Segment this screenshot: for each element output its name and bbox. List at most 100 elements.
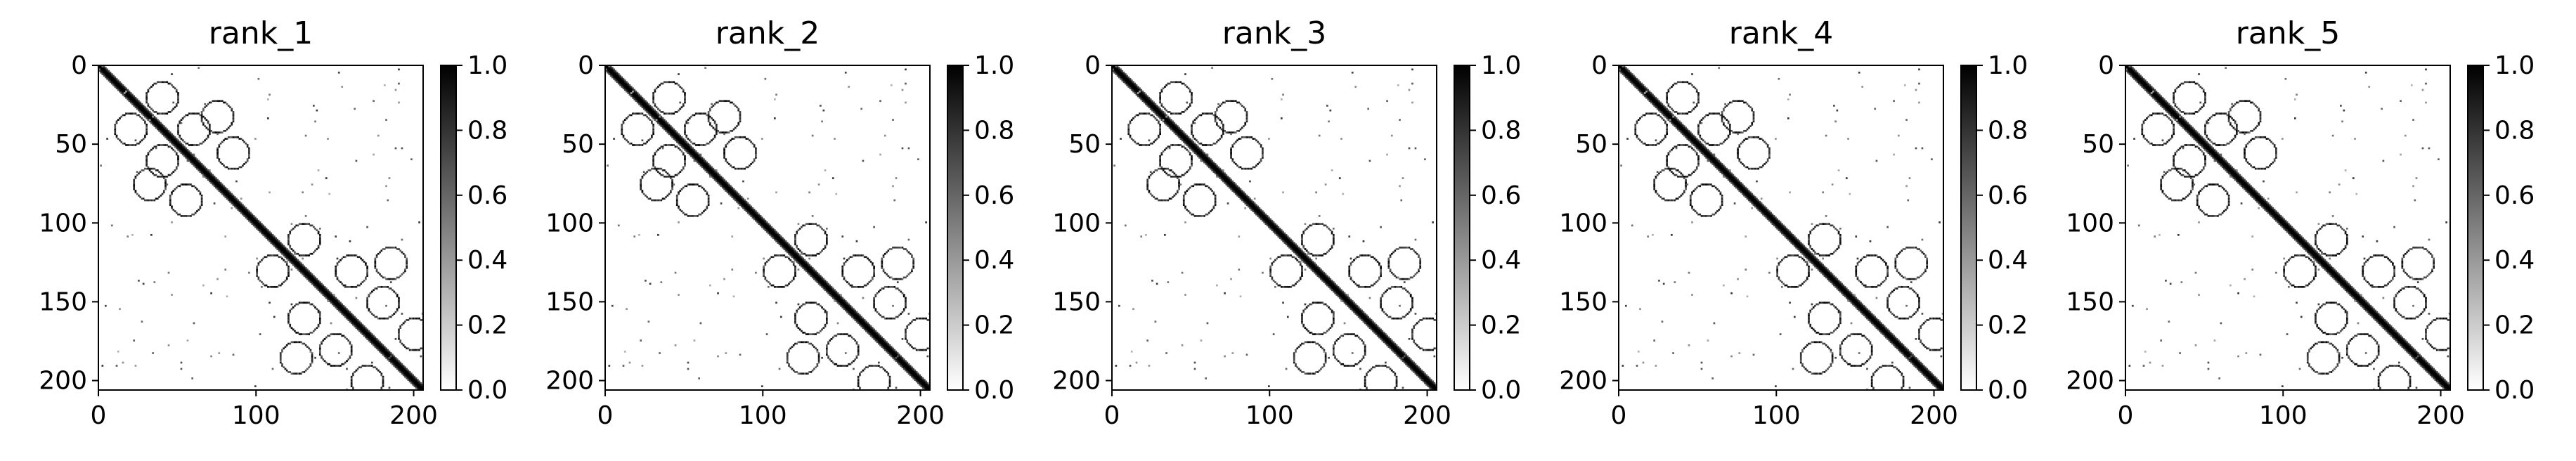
heatmap-cell (652, 199, 654, 202)
heatmap-cell (649, 105, 652, 107)
heatmap-cell (794, 275, 796, 277)
heatmap-cell (761, 216, 763, 219)
heatmap-cell (789, 245, 792, 247)
heatmap-cell (898, 358, 900, 361)
heatmap-cell (358, 366, 361, 369)
heatmap-cell (145, 158, 148, 161)
heatmap-cell (675, 141, 678, 143)
heatmap-cell (101, 68, 104, 71)
heatmap-cell (175, 212, 178, 214)
heatmap-cell (285, 257, 288, 260)
heatmap-cell (370, 337, 373, 340)
heatmap-cell (202, 115, 205, 118)
heatmap-cell (778, 237, 781, 240)
heatmap-cell (784, 248, 787, 250)
heatmap-cell (180, 119, 183, 121)
heatmap-cell (172, 138, 175, 140)
heatmap-cell (765, 229, 768, 231)
heatmap-cell (259, 224, 261, 227)
heatmap-cell (131, 101, 134, 104)
heatmap-cell (763, 223, 765, 225)
heatmap-cell (133, 98, 136, 100)
heatmap-cell (402, 374, 405, 377)
heatmap-cell (214, 100, 217, 103)
heatmap-cell (233, 202, 236, 204)
heatmap-cell (408, 372, 411, 375)
heatmap-cell (393, 356, 396, 359)
heatmap-cell (275, 237, 277, 240)
heatmap-cell (194, 160, 197, 162)
heatmap-cell (652, 115, 654, 118)
heatmap-cell (167, 129, 170, 132)
heatmap-cell (231, 194, 233, 197)
heatmap-cell (860, 319, 863, 321)
heatmap-cell (363, 332, 365, 334)
heatmap-cell (216, 185, 219, 188)
heatmap-cell (271, 285, 274, 288)
heatmap-cell (304, 215, 307, 217)
heatmap-cell (877, 336, 880, 339)
heatmap-cell (678, 133, 680, 136)
heatmap-cell (309, 252, 312, 255)
heatmap-cell (834, 292, 836, 294)
heatmap-cell (273, 237, 276, 240)
heatmap-cell (825, 284, 828, 287)
heatmap-cell (243, 141, 246, 143)
heatmap-cell (396, 361, 399, 364)
heatmap-cell (810, 268, 813, 271)
heatmap-cell (283, 252, 285, 255)
heatmap-cell (316, 229, 318, 231)
heatmap-cell (358, 323, 361, 326)
heatmap-cell (302, 264, 304, 266)
heatmap-cell (717, 178, 719, 181)
heatmap-cell (652, 111, 654, 113)
heatmap-cell (300, 264, 302, 266)
heatmap-cell (131, 96, 134, 99)
colorbar-tick-label: 0.6 (467, 181, 507, 210)
heatmap-cell (242, 164, 244, 167)
heatmap-cell (873, 335, 875, 337)
heatmap-cell (831, 292, 834, 294)
heatmap-cell (248, 157, 250, 159)
heatmap-cell (855, 311, 858, 313)
heatmap-cell (177, 142, 179, 145)
heatmap-cell (248, 152, 250, 155)
heatmap-cell (872, 330, 874, 332)
heatmap-cell (831, 297, 834, 299)
heatmap-cell (112, 74, 115, 77)
heatmap-cell (337, 301, 340, 304)
heatmap-cell (205, 105, 208, 107)
heatmap-cell (155, 119, 157, 121)
heatmap-cell (330, 295, 332, 298)
heatmap-cell (817, 283, 820, 285)
heatmap-cell (145, 92, 148, 94)
heatmap-cell (655, 150, 658, 152)
heatmap-cell (349, 254, 351, 257)
heatmap-cell (216, 181, 219, 184)
heatmap-cell (709, 164, 711, 167)
heatmap-cell (275, 285, 277, 288)
heatmap-cell (611, 70, 614, 72)
heatmap-cell (797, 259, 800, 261)
heatmap-cell (325, 295, 328, 298)
heatmap-cell (824, 289, 827, 292)
heatmap-cell (769, 228, 771, 230)
heatmap-cell (368, 365, 370, 367)
heatmap-cell (306, 368, 309, 370)
heatmap-cell (347, 285, 350, 288)
heatmap-cell (614, 76, 617, 79)
heatmap-cell (713, 177, 716, 179)
heatmap-cell (125, 92, 127, 94)
heatmap-cell (302, 270, 304, 273)
heatmap-cell (623, 87, 626, 90)
heatmap-cell (817, 281, 820, 283)
heatmap-cell (101, 365, 104, 367)
heatmap-cell (669, 128, 672, 131)
heatmap-cell (153, 122, 156, 124)
heatmap-cell (188, 160, 190, 162)
heatmap-cell (652, 164, 654, 167)
heatmap-cell (665, 81, 667, 84)
heatmap-cell (279, 353, 282, 356)
heatmap-cell (660, 167, 663, 170)
heatmap-cell (669, 190, 672, 192)
